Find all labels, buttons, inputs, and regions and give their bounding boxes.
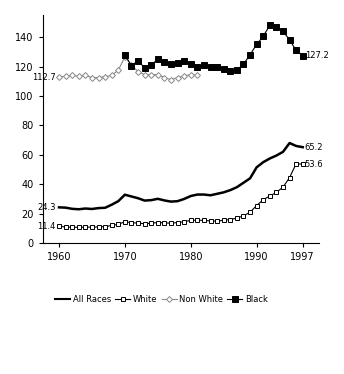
Legend: All Races, White, Non White, Black: All Races, White, Non White, Black <box>52 292 271 307</box>
Text: 53.6: 53.6 <box>305 160 323 169</box>
Text: 11.4: 11.4 <box>37 222 56 231</box>
Text: 112.7: 112.7 <box>32 73 56 82</box>
Text: 24.3: 24.3 <box>37 203 56 212</box>
Text: 127.2: 127.2 <box>305 51 329 61</box>
Text: 65.2: 65.2 <box>305 142 323 152</box>
